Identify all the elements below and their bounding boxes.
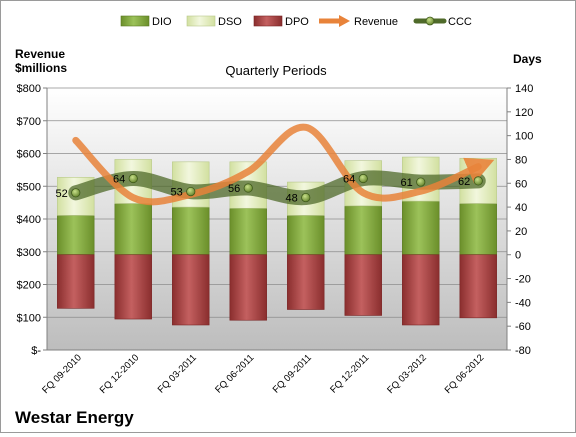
revenue-line — [72, 123, 495, 206]
bar-dio — [57, 215, 95, 256]
legend-swatch-arrowhead — [339, 15, 350, 27]
right-tick-label: -80 — [515, 345, 531, 357]
legend: DIO DSO DPO Revenue CCC — [120, 15, 472, 28]
x-tick-label: FQ 03-2011 — [156, 352, 199, 395]
left-tick-label: $300 — [17, 247, 41, 259]
ccc-data-label: 52 — [56, 188, 68, 200]
bar-dpo — [287, 254, 325, 310]
x-tick-label: FQ 12-2011 — [328, 352, 371, 395]
bar-dpo — [402, 254, 440, 326]
bar-dpo — [172, 254, 210, 326]
legend-label: DSO — [218, 16, 242, 28]
x-tick-label: FQ 12-2010 — [98, 352, 142, 396]
left-tick-label: $700 — [17, 116, 41, 128]
left-axis-label-line2: $millions — [15, 61, 67, 75]
right-tick-label: -40 — [515, 297, 531, 309]
bar-dio — [344, 205, 382, 256]
legend-swatch — [120, 15, 150, 27]
left-tick-label: $800 — [17, 83, 41, 95]
right-tick-label: 120 — [515, 107, 533, 119]
bar-dpo — [459, 254, 497, 319]
left-tick-label: $100 — [17, 312, 41, 324]
ccc-marker — [71, 188, 81, 198]
right-tick-label: 80 — [515, 154, 527, 166]
bar-dpo — [114, 254, 152, 320]
ccc-line — [68, 170, 486, 206]
right-tick-label: 40 — [515, 202, 527, 214]
x-tick-label: FQ 06-2011 — [213, 352, 256, 395]
left-tick-label: $200 — [17, 280, 41, 292]
right-tick-label: -60 — [515, 321, 531, 333]
ccc-marker — [128, 173, 138, 184]
right-tick-label: 100 — [515, 131, 533, 143]
legend-label: DPO — [285, 16, 309, 28]
ccc-marker — [358, 173, 368, 184]
legend-label: Revenue — [354, 16, 398, 28]
ccc-data-label: 48 — [286, 193, 298, 205]
bar-dpo — [344, 254, 382, 316]
legend-label: DIO — [152, 16, 172, 28]
right-tick-label: 20 — [515, 226, 527, 238]
bar-dio — [402, 200, 440, 256]
bar-dio — [114, 203, 152, 256]
bar-dio — [229, 207, 267, 256]
bar-dio — [287, 215, 325, 256]
chart-title: Quarterly Periods — [225, 63, 327, 78]
bar-dio — [172, 206, 210, 256]
left-tick-label: $400 — [17, 214, 41, 226]
ccc-marker — [416, 177, 426, 187]
right-tick-label: 140 — [515, 83, 533, 95]
left-axis-label-line1: Revenue — [15, 47, 65, 61]
left-tick-label: $- — [31, 345, 41, 357]
right-tick-label: -20 — [515, 274, 531, 286]
x-tick-label: FQ 09-2010 — [40, 352, 84, 396]
ccc-data-label: 53 — [171, 187, 183, 199]
left-tick-label: $500 — [17, 181, 41, 193]
series-lines: 52 64 53 56 48 64 61 62 — [56, 123, 495, 206]
legend-swatch-marker — [425, 16, 435, 26]
x-tick-label: FQ 03-2012 — [385, 352, 429, 396]
right-tick-label: 0 — [515, 250, 521, 262]
ccc-data-label: 64 — [113, 174, 125, 186]
left-tick-label: $600 — [17, 149, 41, 161]
ccc-data-label: 61 — [401, 177, 413, 189]
bar-dpo — [57, 254, 95, 309]
x-tick-label: FQ 06-2012 — [443, 352, 487, 396]
ccc-data-label: 62 — [458, 176, 470, 188]
company-name: Westar Energy — [15, 408, 134, 427]
legend-label: CCC — [448, 16, 472, 28]
ccc-marker — [186, 187, 196, 197]
bar-dpo — [229, 254, 267, 321]
right-axis-label: Days — [513, 52, 542, 66]
ccc-marker — [243, 183, 253, 193]
right-tick-label: 60 — [515, 178, 527, 190]
x-tick-label: FQ 09-2011 — [271, 352, 314, 395]
ccc-data-label: 56 — [228, 183, 240, 195]
ccc-marker — [473, 176, 483, 186]
bar-dio — [459, 203, 497, 256]
ccc-marker — [301, 192, 311, 203]
legend-swatch — [253, 15, 283, 27]
legend-swatch — [186, 15, 216, 27]
ccc-data-label: 64 — [343, 174, 355, 186]
